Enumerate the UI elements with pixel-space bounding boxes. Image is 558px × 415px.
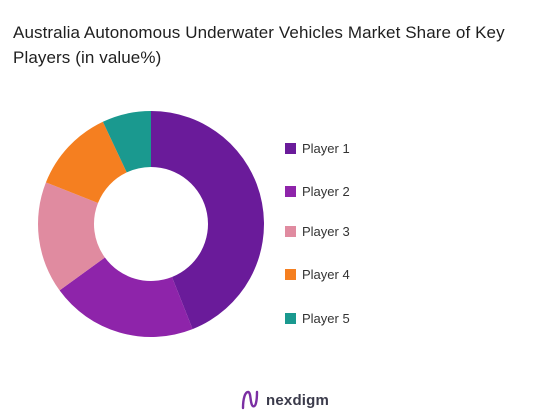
legend-item: Player 4 — [285, 267, 350, 282]
donut-slice-player-1 — [151, 111, 264, 330]
legend-swatch — [285, 186, 296, 197]
legend-item: Player 1 — [285, 141, 350, 156]
donut-slice-player-3 — [38, 182, 105, 291]
donut-slice-player-4 — [45, 121, 127, 204]
legend-label: Player 5 — [302, 311, 350, 326]
donut-slice-player-2 — [59, 257, 193, 337]
brand-name: nexdigm — [266, 391, 330, 409]
legend-label: Player 1 — [302, 141, 350, 156]
legend-item: Player 3 — [285, 224, 350, 239]
legend-label: Player 4 — [302, 267, 350, 282]
nexdigm-logo-icon — [241, 390, 259, 410]
legend-label: Player 2 — [302, 184, 350, 199]
legend-item: Player 2 — [285, 184, 350, 199]
chart-title: Australia Autonomous Underwater Vehicles… — [13, 23, 505, 67]
legend-swatch — [285, 269, 296, 280]
legend-item: Player 5 — [285, 311, 350, 326]
legend-swatch — [285, 143, 296, 154]
legend-swatch — [285, 226, 296, 237]
donut-slice-player-5 — [102, 111, 151, 173]
legend-swatch — [285, 313, 296, 324]
legend-label: Player 3 — [302, 224, 350, 239]
brand-logo: nexdigm — [240, 388, 329, 412]
